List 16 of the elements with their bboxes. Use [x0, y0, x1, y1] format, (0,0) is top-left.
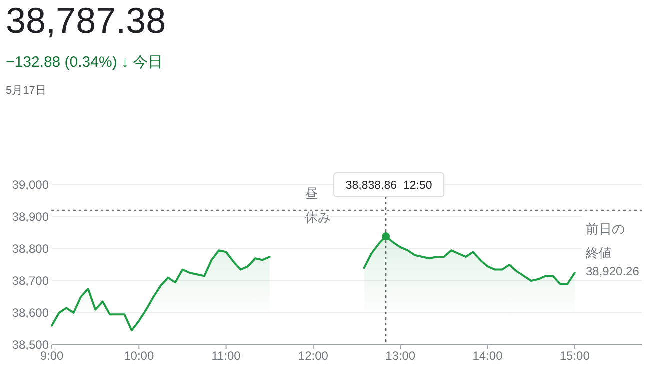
- x-tick-label: 11:00: [212, 349, 242, 363]
- y-tick-label: 38,900: [12, 210, 50, 224]
- annotation: 38,838.86 12:50: [346, 180, 432, 192]
- x-tick-label: 13:00: [386, 349, 416, 363]
- text: 5月17日: [6, 85, 46, 97]
- chart-subtitle: −132.88 (0.34%) ↓ 今日: [6, 54, 164, 71]
- y-tick-label: 38,800: [12, 242, 50, 256]
- x-tick-label: 15:00: [560, 349, 590, 363]
- x-tick-label: 10:00: [124, 349, 154, 363]
- chart-title: 38,787.38: [6, 0, 166, 41]
- x-tick-label: 12:00: [298, 349, 329, 363]
- y-tick-label: 38,700: [12, 274, 50, 288]
- y-tick-label: 39,000: [12, 178, 50, 192]
- x-tick-label: 14:00: [472, 349, 504, 363]
- y-tick-label: 38,600: [12, 306, 50, 320]
- ref-line-label: 前日の終値 38,920.26: [585, 222, 640, 279]
